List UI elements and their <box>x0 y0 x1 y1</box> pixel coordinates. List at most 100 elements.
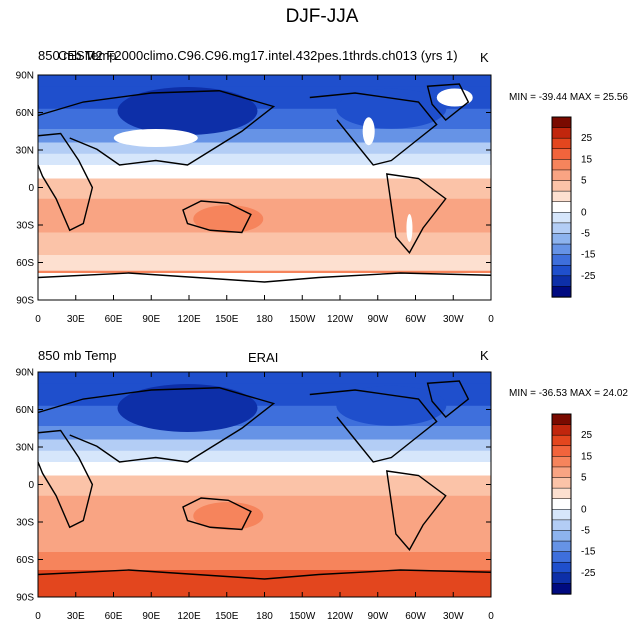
colorbar-segment <box>551 424 572 436</box>
lat-tick-label: 90S <box>16 296 34 307</box>
min-max-stats: MIN = -39.44 MAX = 25.56 <box>509 92 628 103</box>
colorbar-label: -25 <box>581 271 596 282</box>
lon-tick-label: 120W <box>327 314 354 325</box>
field-band <box>38 529 491 553</box>
lat-tick-label: 60S <box>16 555 34 566</box>
coastline <box>309 389 438 463</box>
panel-left-label: 850 mb Temp <box>38 48 117 63</box>
lon-tick-label: 0 <box>488 314 494 325</box>
lat-tick-label: 30S <box>16 221 34 232</box>
coastline <box>37 132 94 232</box>
colorbar-label: -5 <box>581 228 590 239</box>
field-band <box>38 198 491 233</box>
panel-units: K <box>480 348 489 363</box>
panel-center-label: CESM2 F2000climo.C96.C96.mg17.intel.432p… <box>58 48 458 63</box>
field-band <box>38 475 491 497</box>
field-band <box>38 426 491 440</box>
colorbar-segment <box>551 148 572 161</box>
field-band <box>38 153 491 166</box>
coastline <box>37 387 276 463</box>
colorbar-segment <box>551 456 572 468</box>
coastline <box>37 272 492 283</box>
lon-tick-label: 120W <box>327 611 354 622</box>
coastlines <box>37 380 492 580</box>
colorbar-segment <box>551 434 572 447</box>
colorbar-segment <box>551 583 572 595</box>
colorbar-label: 0 <box>581 207 587 218</box>
model-panel: 850 mb Temp CESM2 F2000climo.C96.C96.mg1… <box>0 0 644 325</box>
cold-core-america <box>336 385 447 426</box>
lat-tick-label: 90N <box>16 71 34 82</box>
colorbar-segment <box>551 137 572 150</box>
colorbar-label: 5 <box>581 176 587 187</box>
colorbar-segment <box>551 413 572 426</box>
colorbar-segment <box>551 159 572 171</box>
lon-tick-label: 120E <box>177 611 201 622</box>
colorbar-segment <box>551 264 572 277</box>
colorbar-segment <box>551 201 572 213</box>
colorbar-label: -15 <box>581 250 596 261</box>
colorbar-label: -25 <box>581 568 596 579</box>
lat-tick-label: 30N <box>16 443 34 454</box>
lon-tick-label: 30E <box>67 611 85 622</box>
colorbar-segment <box>551 180 572 192</box>
lon-tick-label: 90E <box>142 611 160 622</box>
colorbar-segment <box>551 127 572 139</box>
lon-tick-label: 60E <box>105 314 123 325</box>
colorbar-segment <box>551 487 572 500</box>
colorbar: 25 15 5 0 -5 -15 -25 <box>551 413 596 595</box>
field-band <box>38 255 491 272</box>
cold-core-asia <box>117 87 258 135</box>
lon-tick-label: 150W <box>289 314 316 325</box>
colorbar-segment <box>551 530 572 542</box>
colorbar-segment <box>551 561 572 574</box>
colorbar-segment <box>551 540 572 553</box>
lat-tick-label: 30S <box>16 518 34 529</box>
lon-tick-label: 30E <box>67 314 85 325</box>
colorbar-segment <box>551 116 572 129</box>
coastlines <box>37 83 492 283</box>
field-band <box>38 142 491 155</box>
field-band <box>38 462 491 476</box>
field-band <box>38 439 491 452</box>
colorbar-frame <box>551 413 572 595</box>
field-band <box>38 75 491 87</box>
colorbar-segment <box>551 254 572 266</box>
panel-left-label: 850 mb Temp <box>38 348 117 363</box>
field-band <box>38 552 491 571</box>
lon-tick-label: 60E <box>105 611 123 622</box>
colorbar-segment <box>551 572 572 585</box>
coastline <box>37 429 94 529</box>
lon-tick-label: 180 <box>256 611 273 622</box>
colorbar-label: 25 <box>581 133 593 144</box>
missing-rockies <box>362 117 375 146</box>
lon-tick-label: 90E <box>142 314 160 325</box>
colorbar-segment <box>551 519 572 532</box>
field-band <box>38 495 491 530</box>
lon-tick-label: 30W <box>443 611 464 622</box>
map-field <box>38 372 491 598</box>
colorbar-label: 15 <box>581 154 593 165</box>
lat-tick-label: 0 <box>28 183 34 194</box>
colorbar-segment <box>551 169 572 182</box>
missing-greenland <box>436 88 473 107</box>
cold-core-asia <box>117 384 258 432</box>
coastline <box>426 83 470 121</box>
panel-units: K <box>480 50 489 65</box>
min-max-stats: MIN = -36.53 MAX = 24.02 <box>509 388 628 399</box>
lon-tick-label: 60W <box>405 611 426 622</box>
colorbar-segment <box>551 466 572 479</box>
panel-center-label: ERAI <box>248 350 279 365</box>
colorbar-segment <box>551 190 572 203</box>
colorbar-label: 0 <box>581 504 587 515</box>
colorbar-segment <box>551 477 572 489</box>
colorbar-label: 25 <box>581 430 593 441</box>
colorbar-segment <box>551 233 572 245</box>
lat-tick-label: 60N <box>16 405 34 416</box>
coastline <box>385 470 447 551</box>
colorbar-label: 5 <box>581 473 587 484</box>
field-band <box>38 372 491 384</box>
colorbar-segment <box>551 551 572 563</box>
